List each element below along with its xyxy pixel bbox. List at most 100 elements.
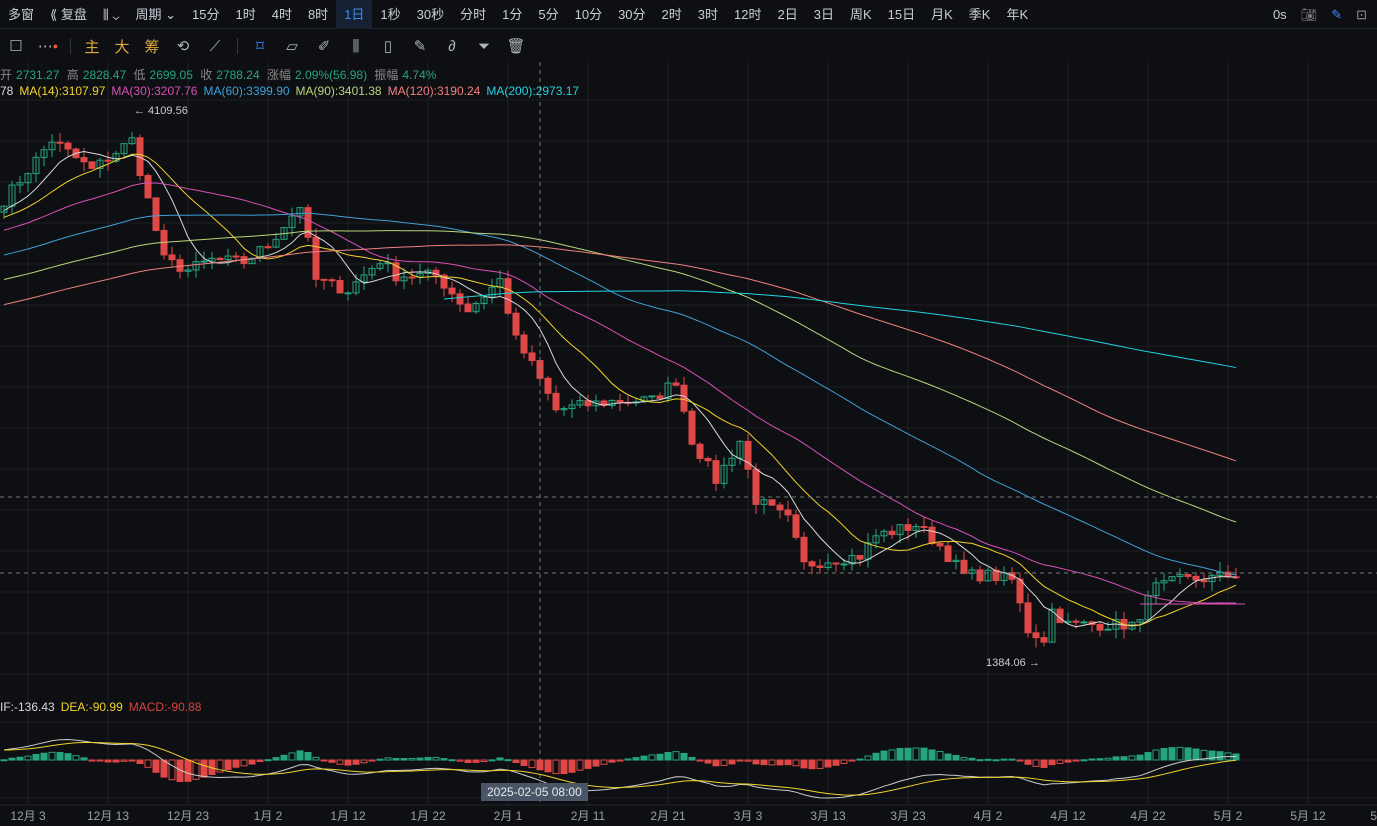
candle-body xyxy=(368,268,376,276)
macd-bar xyxy=(688,756,696,761)
candle-body xyxy=(608,399,616,407)
macd-bar xyxy=(104,759,112,763)
period-2[interactable]: 4时 xyxy=(271,6,292,22)
x-axis-label: 12月 23 xyxy=(167,809,209,823)
candle-type-button[interactable]: ⫼ ⌄ xyxy=(95,0,128,29)
period-20[interactable]: 季K xyxy=(968,6,991,22)
magnet-icon[interactable]: ∂ xyxy=(448,37,456,55)
period-19[interactable]: 月K xyxy=(931,6,953,22)
macd-bar xyxy=(896,747,904,761)
period-dropdown[interactable]: 周期 ⌄ xyxy=(135,6,177,22)
chips-button[interactable]: 筹 xyxy=(144,38,160,56)
period-15[interactable]: 2日 xyxy=(777,6,798,22)
period-5[interactable]: 1秒 xyxy=(380,6,401,22)
more-icon[interactable]: ⋯ ● xyxy=(37,38,59,55)
replay-button[interactable]: ⟪ 复盘 xyxy=(50,6,87,22)
macd-bar xyxy=(320,759,328,762)
macd-bar xyxy=(736,759,744,762)
main-indicator-button[interactable]: 主 xyxy=(84,38,100,56)
rectangle-icon[interactable]: ☐ xyxy=(9,38,23,55)
trash-icon[interactable]: 🗑︎ xyxy=(506,38,526,55)
period-4[interactable]: 1日 xyxy=(336,0,373,29)
battery-icon[interactable]: ▯ xyxy=(383,38,393,55)
candle-body xyxy=(128,137,136,145)
candle-body xyxy=(944,545,952,563)
macd-bar xyxy=(144,759,152,768)
macd-bar xyxy=(832,759,840,766)
macd-bar xyxy=(1152,749,1160,761)
brush-icon[interactable]: ✐ xyxy=(317,38,331,55)
macd-bar xyxy=(1232,753,1240,761)
macd-bar xyxy=(240,759,248,767)
period-16[interactable]: 3日 xyxy=(813,6,834,22)
candle-body xyxy=(792,514,800,538)
candle-body xyxy=(816,565,824,569)
macd-bar xyxy=(584,759,592,769)
candle-body xyxy=(984,569,992,582)
macd-bar xyxy=(664,752,672,761)
candle-body xyxy=(768,499,776,506)
candle-body xyxy=(1016,578,1024,604)
macd-bar xyxy=(792,759,800,767)
x-axis-label: 5月 2 xyxy=(1214,809,1243,823)
line-tool-icon[interactable]: ⟋ xyxy=(209,37,221,55)
macd-bar xyxy=(608,759,616,763)
candles-icon[interactable]: ⫼ xyxy=(352,37,360,55)
macd-bar xyxy=(784,759,792,766)
period-14[interactable]: 12时 xyxy=(734,6,762,22)
macd-bar xyxy=(512,759,520,763)
filter-icon[interactable]: ⏷ xyxy=(477,37,490,55)
camera-icon[interactable]: 📷︎ xyxy=(1300,6,1318,22)
x-axis-label: 12月 3 xyxy=(10,809,46,823)
note-icon[interactable]: ✎ xyxy=(413,38,427,55)
macd-bar xyxy=(48,751,56,761)
pencil-icon[interactable]: ✎ xyxy=(1331,6,1343,22)
macd-bar xyxy=(56,751,64,761)
macd-bar xyxy=(952,754,960,761)
multi-window-button[interactable]: 多窗 xyxy=(8,6,35,22)
sync-icon[interactable]: ⟲ xyxy=(176,38,190,55)
period-18[interactable]: 15日 xyxy=(887,6,916,22)
candle-body xyxy=(688,410,696,445)
period-21[interactable]: 年K xyxy=(1006,6,1029,22)
macd-bar xyxy=(1104,757,1112,761)
macd-bar xyxy=(576,759,584,771)
macd-bar xyxy=(1088,758,1096,761)
period-13[interactable]: 3时 xyxy=(697,6,719,22)
macd-bar xyxy=(112,759,120,763)
macd-bar xyxy=(544,759,552,773)
period-11[interactable]: 30分 xyxy=(618,6,646,22)
candle-body xyxy=(872,535,880,544)
macd-bar xyxy=(536,759,544,771)
period-1[interactable]: 1时 xyxy=(235,6,256,22)
macd-bar xyxy=(1192,748,1200,761)
candle-body xyxy=(952,559,960,563)
macd-bar xyxy=(328,759,336,763)
period-12[interactable]: 2时 xyxy=(661,6,682,22)
big-order-button[interactable]: 大 xyxy=(114,38,130,56)
macd-bar xyxy=(304,751,312,761)
candle-body xyxy=(88,161,96,169)
macd-bar xyxy=(600,759,608,765)
macd-bar xyxy=(480,759,488,763)
period-6[interactable]: 30秒 xyxy=(416,6,445,22)
macd-bar xyxy=(1216,751,1224,761)
period-0[interactable]: 15分 xyxy=(192,6,220,22)
candle-body xyxy=(992,569,1000,581)
x-axis-label: 12月 13 xyxy=(87,809,129,823)
period-9[interactable]: 5分 xyxy=(538,6,559,22)
period-17[interactable]: 周K xyxy=(849,6,872,22)
macd-legend: IF:-136.43 DEA:-90.99 MACD:-90.88 xyxy=(0,700,207,714)
macd-bar xyxy=(24,755,32,761)
x-axis-label: 2月 21 xyxy=(650,809,686,823)
period-7[interactable]: 分时 xyxy=(460,6,487,22)
macd-bar xyxy=(992,759,1000,762)
ruler-icon[interactable]: ▱ xyxy=(286,38,298,55)
add-window-icon[interactable]: ⊡ xyxy=(1356,6,1367,22)
candle-body xyxy=(232,255,240,258)
period-3[interactable]: 8时 xyxy=(307,6,329,22)
period-8[interactable]: 1分 xyxy=(502,6,523,22)
bookmark-icon[interactable]: ⌑ xyxy=(256,38,264,55)
period-10[interactable]: 10分 xyxy=(574,6,603,22)
